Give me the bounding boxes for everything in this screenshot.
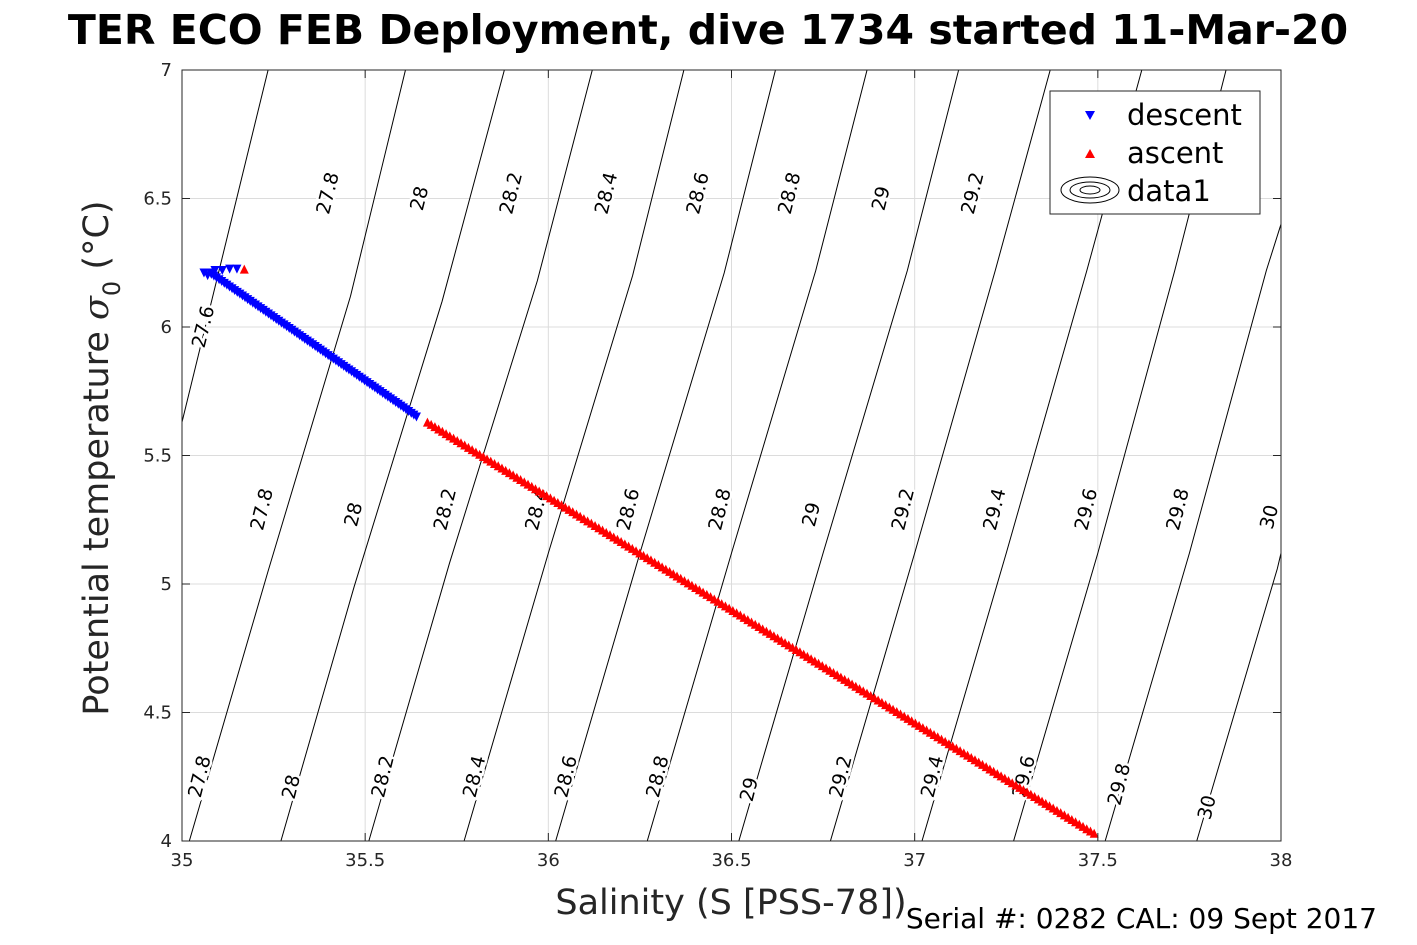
- x-tick-label: 35.5: [345, 850, 385, 871]
- y-axis-label-text: Potential temperature: [77, 320, 117, 716]
- ascent-point: [239, 264, 249, 274]
- y-tick-label: 4: [161, 831, 172, 852]
- legend-ascent-marker: [1085, 149, 1095, 158]
- y-tick-label: 5.5: [143, 446, 172, 467]
- x-tick-label: 36: [537, 850, 560, 871]
- x-tick-label: 37: [903, 850, 926, 871]
- y-axis-label-unit: (°C): [77, 200, 117, 280]
- contour-line: [188, 70, 406, 841]
- contour-line: [1104, 224, 1281, 841]
- y-axis-label: Potential temperature σ0 (°C): [77, 200, 126, 715]
- y-tick-label: 5: [161, 574, 172, 595]
- descent-point: [199, 268, 209, 278]
- data-points: [199, 264, 1099, 838]
- contour-line: [646, 70, 868, 841]
- contour-line: [368, 70, 593, 841]
- contour-label: 28.2: [367, 753, 399, 799]
- contour-line: [463, 70, 685, 841]
- y-axis-ticks: 4 4.5 5 5.5 6 6.5 7: [143, 60, 1281, 852]
- contour-line: [555, 70, 776, 841]
- descent-point: [217, 265, 227, 275]
- descent-point: [225, 264, 235, 274]
- y-axis-label-subscript: 0: [98, 281, 126, 296]
- y-tick-label: 4.5: [143, 703, 172, 724]
- descent-point: [411, 412, 421, 422]
- x-axis-ticks: 35 35.5 36 36.5 37 37.5 38: [171, 70, 1293, 871]
- y-tick-label: 6: [161, 317, 172, 338]
- x-tick-label: 37.5: [1078, 850, 1118, 871]
- x-tick-label: 36.5: [711, 850, 751, 871]
- chart-title: TER ECO FEB Deployment, dive 1734 starte…: [68, 6, 1348, 54]
- contour-line: [738, 70, 960, 841]
- contour-line: [280, 70, 505, 841]
- y-tick-label: 7: [161, 60, 172, 81]
- y-axis-label-symbol: σ: [77, 295, 117, 320]
- legend-data1-contour-icon: [1060, 176, 1120, 204]
- legend: descent ascent data1: [1049, 90, 1261, 215]
- legend-ascent-label: ascent: [1127, 136, 1223, 170]
- legend-descent-marker: [1085, 111, 1095, 120]
- y-tick-label: 6.5: [143, 189, 172, 210]
- x-tick-label: 35: [171, 850, 194, 871]
- ascent-point: [1089, 828, 1099, 838]
- descent-point: [232, 264, 242, 274]
- x-axis-label: Salinity (S [PSS-78]): [555, 883, 906, 923]
- contour-line: [1196, 553, 1281, 841]
- serial-cal-note: Serial #: 0282 CAL: 09 Sept 2017: [906, 902, 1377, 935]
- legend-descent-label: descent: [1127, 98, 1242, 132]
- x-tick-label: 38: [1270, 850, 1293, 871]
- contour-line: [182, 70, 269, 423]
- legend-data1-label: data1: [1127, 174, 1211, 208]
